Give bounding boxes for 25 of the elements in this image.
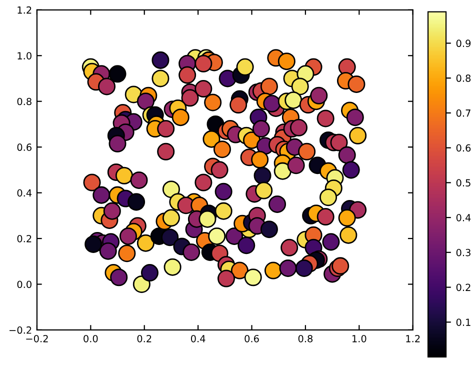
y-tick-label: 0.6 xyxy=(17,144,32,151)
y-tick-label: 1.2 xyxy=(18,6,32,14)
color-bar-label: 0.3 xyxy=(456,248,470,256)
color-bar-label: 0.4 xyxy=(456,214,471,222)
y-tick-label: −0.2 xyxy=(10,326,32,334)
x-tick-label: 0.8 xyxy=(298,334,313,342)
x-tick-label: 0.2 xyxy=(137,334,152,342)
color-bar-label: 0.6 xyxy=(456,144,471,152)
color-bar-label: 0.1 xyxy=(456,318,470,326)
y-tick-label: 0.2 xyxy=(17,234,32,242)
x-tick-label: −0.2 xyxy=(26,334,48,342)
color-bar-label: 0.2 xyxy=(456,284,470,292)
y-tick-label: 1.0 xyxy=(18,52,32,60)
color-bar-label: 0.7 xyxy=(456,109,470,117)
x-tick-label: 0.4 xyxy=(190,334,206,342)
y-tick-label: 0.8 xyxy=(17,98,32,106)
x-tick-label: 0.0 xyxy=(84,334,98,342)
color-bar-label: 0.9 xyxy=(456,40,471,48)
color-bar-label: 0.5 xyxy=(456,179,470,186)
x-tick-label: 1.2 xyxy=(406,334,420,342)
y-tick-label: 0.0 xyxy=(17,280,32,288)
x-tick-label: 1.0 xyxy=(352,334,366,342)
x-tick-label: 0.6 xyxy=(244,334,259,342)
y-tick-label: 0.4 xyxy=(17,189,32,197)
color-bar-label: 0.8 xyxy=(456,74,471,82)
